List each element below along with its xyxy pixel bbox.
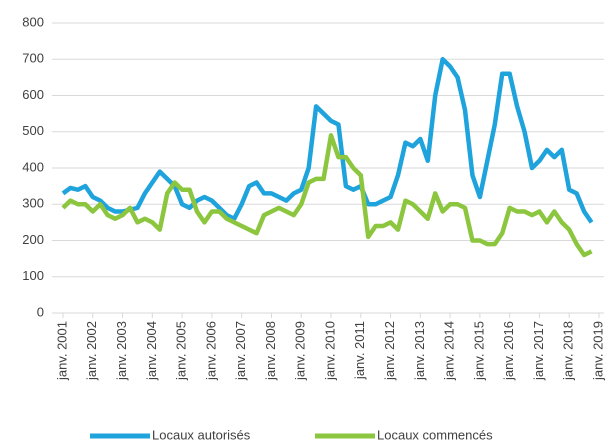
legend-label: Locaux autorisés xyxy=(152,427,251,442)
x-tick-label: janv. 2003 xyxy=(114,321,129,381)
x-tick-label: janv. 2012 xyxy=(382,321,397,381)
x-tick-label: janv. 2009 xyxy=(293,321,308,381)
x-tick-label: janv. 2017 xyxy=(531,321,546,381)
y-tick-label: 800 xyxy=(22,14,44,29)
x-tick-label: janv. 2005 xyxy=(174,321,189,381)
x-tick-label: janv. 2010 xyxy=(322,321,337,381)
x-tick-label: janv. 2006 xyxy=(203,321,218,381)
x-tick-label: janv. 2008 xyxy=(263,321,278,381)
y-tick-label: 700 xyxy=(22,51,44,66)
x-tick-label: janv. 2002 xyxy=(84,321,99,381)
x-tick-label: janv. 2019 xyxy=(590,321,605,381)
series-line xyxy=(61,57,594,224)
x-tick-label: janv. 2011 xyxy=(352,321,367,380)
x-tick-label: janv. 2014 xyxy=(442,321,457,381)
y-tick-label: 200 xyxy=(22,232,44,247)
y-tick-label: 600 xyxy=(22,87,44,102)
x-tick-label: janv. 2015 xyxy=(471,321,486,381)
legend-label: Locaux commencés xyxy=(377,427,493,442)
x-tick-label: janv. 2001 xyxy=(54,321,69,381)
y-tick-label: 400 xyxy=(22,159,44,174)
x-tick-label: janv. 2007 xyxy=(233,321,248,381)
y-tick-label: 100 xyxy=(22,268,44,283)
x-tick-label: janv. 2018 xyxy=(561,321,576,381)
x-tick-label: janv. 2004 xyxy=(144,321,159,381)
x-tick-label: janv. 2016 xyxy=(501,321,516,381)
series-line xyxy=(61,133,593,258)
y-tick-label: 500 xyxy=(22,123,44,138)
y-tick-label: 300 xyxy=(22,196,44,211)
x-tick-label: janv. 2013 xyxy=(412,321,427,381)
y-tick-label: 0 xyxy=(37,304,44,319)
